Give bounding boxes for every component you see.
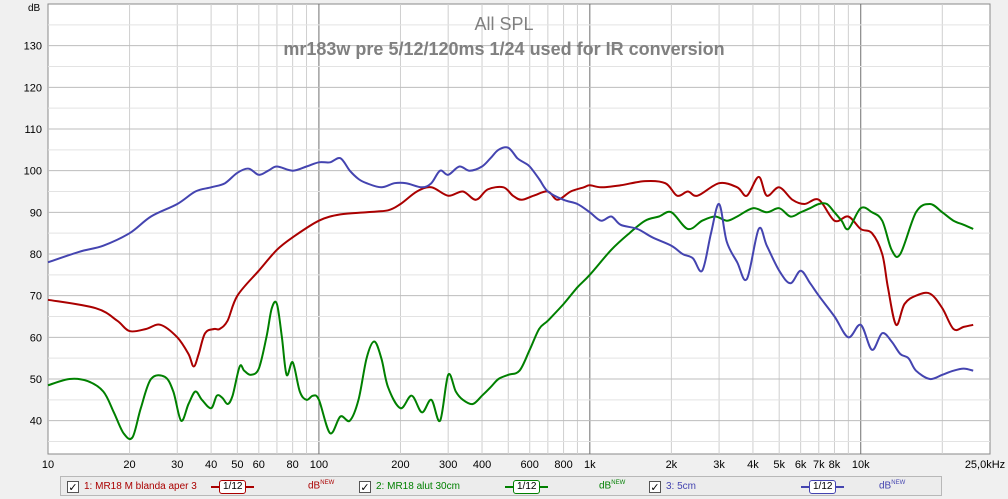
- legend-label-2: 2: MR18 alut 30cm: [376, 481, 460, 492]
- x-tick-label: 2k: [666, 459, 678, 471]
- legend-label-1: 1: MR18 M blanda aper 3: [84, 481, 197, 492]
- smoothing-label-1: 1/12: [219, 479, 247, 494]
- x-tick-label: 100: [310, 459, 328, 471]
- y-tick-label: 120: [24, 82, 42, 94]
- series-group: [47, 146, 974, 441]
- x-tick-label: 10: [42, 459, 54, 471]
- smoothing-label-3: 1/12: [809, 479, 837, 494]
- smoothing-control-3[interactable]: 1/12: [801, 479, 845, 494]
- x-tick-label: 7k: [813, 459, 825, 471]
- unit-label-3: dBNEW: [879, 480, 906, 492]
- y-tick-label: 110: [24, 124, 42, 136]
- x-tick-label: 10k: [852, 459, 870, 471]
- x-tick-labels: 10 20 30 40 50 60 80 100 200 300 400 600 800 1k 2k 3k 4k…: [42, 459, 1005, 471]
- x-tick-label: 40: [205, 459, 217, 471]
- legend-checkbox-2[interactable]: ✓: [359, 480, 371, 494]
- x-tick-label: 1k: [584, 459, 596, 471]
- x-tick-label: 25,0kHz: [965, 459, 1005, 471]
- legend-label-3: 3: 5cm: [666, 481, 697, 492]
- x-tick-label: 300: [439, 459, 457, 471]
- legend-checkbox-1[interactable]: ✓: [67, 480, 79, 494]
- chart-title: All SPL: [474, 14, 533, 34]
- x-tick-label: 30: [171, 459, 183, 471]
- x-tick-label: 6k: [795, 459, 807, 471]
- chart-subtitle: mr183w pre 5/12/120ms 1/24 used for IR c…: [283, 39, 724, 59]
- series-line-3: [47, 146, 974, 381]
- y-tick-label: 60: [30, 332, 42, 344]
- x-tick-label: 80: [287, 459, 299, 471]
- unit-label-2: dBNEW: [599, 480, 626, 492]
- y-tick-label: 130: [24, 41, 42, 53]
- x-tick-label: 800: [554, 459, 572, 471]
- legend-item-2[interactable]: ✓ 2: MR18 alut 30cm: [359, 478, 460, 495]
- x-tick-label: 600: [521, 459, 539, 471]
- x-tick-label: 400: [473, 459, 491, 471]
- legend-item-3[interactable]: ✓ 3: 5cm: [649, 478, 696, 495]
- legend-bar: ✓ 1: MR18 M blanda aper 3 1/12 dBNEW ✓ 2…: [60, 476, 942, 496]
- x-tick-label: 60: [253, 459, 265, 471]
- y-tick-label: 90: [30, 207, 42, 219]
- x-tick-label: 5k: [773, 459, 785, 471]
- x-tick-label: 50: [231, 459, 243, 471]
- x-tick-label: 20: [123, 459, 135, 471]
- smoothing-label-2: 1/12: [513, 479, 541, 494]
- y-tick-label: 50: [30, 374, 42, 386]
- y-tick-label: 100: [24, 166, 42, 178]
- x-tick-label: 4k: [747, 459, 759, 471]
- smoothing-control-1[interactable]: 1/12: [211, 479, 255, 494]
- y-tick-label: 80: [30, 249, 42, 261]
- x-tick-label: 3k: [713, 459, 725, 471]
- x-tick-label: 8k: [829, 459, 841, 471]
- unit-label-1: dBNEW: [308, 480, 335, 492]
- legend-checkbox-3[interactable]: ✓: [649, 480, 661, 494]
- y-tick-label: 40: [30, 416, 42, 428]
- grid-lines: [48, 4, 990, 454]
- smoothing-control-2[interactable]: 1/12: [505, 479, 549, 494]
- legend-item-1[interactable]: ✓ 1: MR18 M blanda aper 3: [67, 478, 197, 495]
- y-tick-label: 70: [30, 291, 42, 303]
- series-line-2: [47, 202, 974, 441]
- y-tick-labels: 40 50 60 70 80 90 100 110 120 130: [24, 41, 42, 428]
- x-tick-label: 200: [391, 459, 409, 471]
- y-axis-label: dB: [28, 3, 41, 14]
